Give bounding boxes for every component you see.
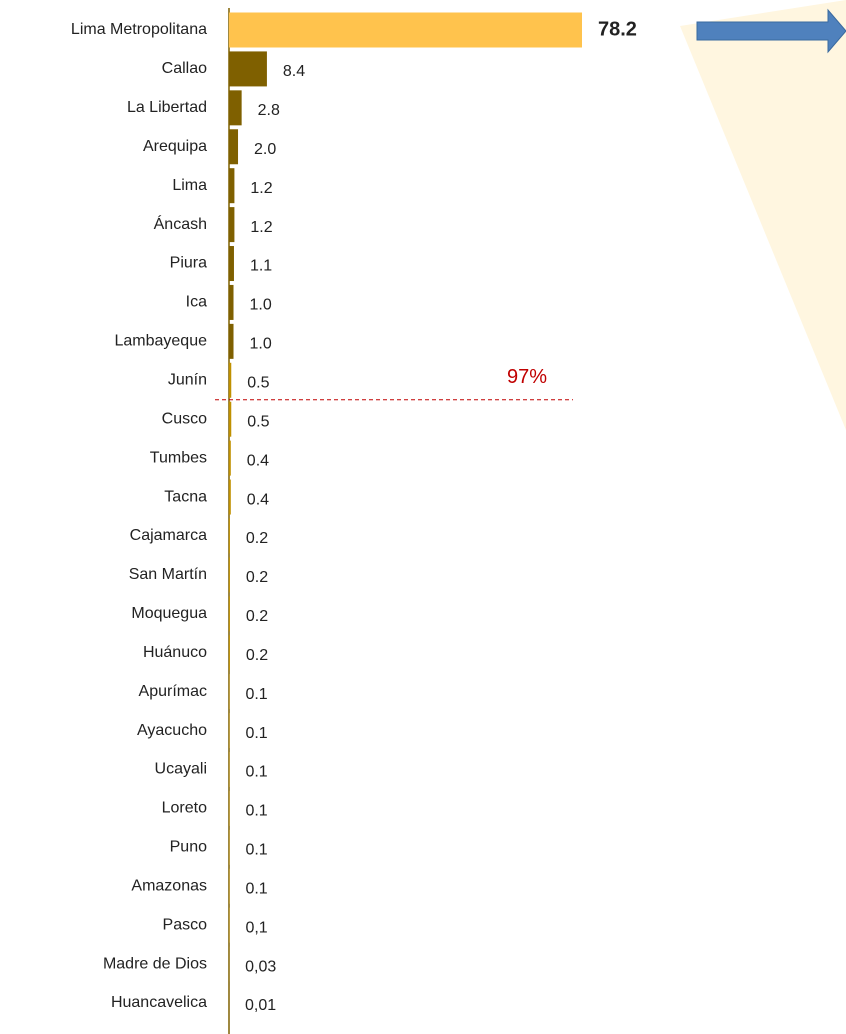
value-label: 0,1 [245, 919, 267, 936]
category-label: Junín [168, 371, 207, 388]
category-label: Piura [170, 255, 207, 272]
value-label: 0,03 [245, 958, 276, 975]
bar [229, 440, 231, 476]
value-label: 1.0 [250, 297, 272, 314]
bar [229, 557, 230, 593]
bar [229, 362, 232, 398]
category-label: Moquegua [131, 605, 207, 622]
value-label: 2.8 [258, 102, 280, 119]
category-label: Tumbes [150, 449, 207, 466]
value-label: 0.1 [245, 725, 267, 742]
value-label: 8.4 [283, 63, 305, 80]
category-label: Lima [172, 177, 207, 194]
bar [229, 129, 239, 165]
category-label: Ica [186, 294, 207, 311]
category-label: Huancavelica [111, 994, 207, 1011]
category-label: Cajamarca [130, 527, 207, 544]
value-label: 0.4 [247, 491, 269, 508]
category-label: Lambayeque [114, 333, 207, 350]
value-label: 0.2 [246, 608, 268, 625]
bar [229, 401, 232, 437]
bar [229, 51, 267, 87]
bar [229, 284, 234, 320]
bar [229, 168, 235, 204]
value-label: 0.2 [246, 530, 268, 547]
value-label: 0.1 [245, 686, 267, 703]
value-label: 0.1 [245, 880, 267, 897]
value-label: 1.1 [250, 258, 272, 275]
category-label: Tacna [164, 488, 207, 505]
category-label: Arequipa [143, 138, 207, 155]
value-label: 0,01 [245, 997, 276, 1014]
category-label: Puno [170, 839, 207, 856]
bar [229, 479, 231, 515]
category-label: Ayacucho [137, 722, 207, 739]
category-label: Loreto [162, 800, 207, 817]
category-label: Amazonas [131, 877, 207, 894]
background-wedge [680, 0, 846, 430]
category-label: Lima Metropolitana [71, 21, 207, 38]
value-label: 1.0 [250, 336, 272, 353]
bar [229, 12, 582, 48]
bar [229, 635, 230, 671]
value-label: 0.1 [245, 803, 267, 820]
category-label: Apurímac [139, 683, 207, 700]
value-label: 1.2 [250, 180, 272, 197]
value-label: 0.1 [245, 764, 267, 781]
bar [229, 596, 230, 632]
value-label: 0.4 [247, 452, 269, 469]
value-label: 78.2 [598, 18, 637, 40]
value-label: 1.2 [250, 219, 272, 236]
value-label: 0.5 [247, 413, 269, 430]
category-label: Áncash [154, 214, 207, 233]
category-label: La Libertad [127, 99, 207, 116]
value-label: 2.0 [254, 141, 276, 158]
category-label: Ucayali [155, 761, 207, 778]
bar [229, 323, 234, 359]
bar [229, 207, 235, 243]
bar [229, 518, 230, 554]
category-label: Callao [162, 60, 207, 77]
category-label: Cusco [162, 410, 207, 427]
value-label: 0.2 [246, 647, 268, 664]
category-label: Huánuco [143, 644, 207, 661]
arrow [696, 8, 846, 54]
value-label: 0.5 [247, 374, 269, 391]
value-label: 0.2 [246, 569, 268, 586]
category-label: Pasco [163, 916, 208, 933]
bar [229, 90, 242, 126]
category-label: Madre de Dios [103, 955, 207, 972]
value-label: 0.1 [245, 842, 267, 859]
bar [229, 246, 234, 282]
category-label: San Martín [129, 566, 207, 583]
annotation: 97% [507, 366, 547, 388]
